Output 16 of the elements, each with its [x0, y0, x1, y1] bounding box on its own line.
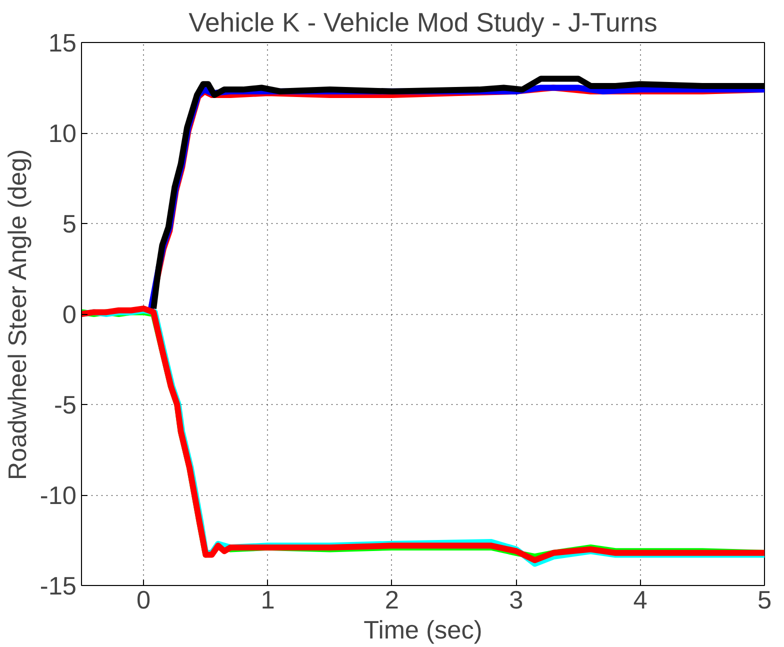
- x-tick-label: 3: [509, 586, 524, 614]
- x-tick-label: 2: [384, 586, 400, 614]
- x-axis-title: Time (sec): [364, 616, 482, 644]
- y-tick-label: 15: [48, 30, 77, 58]
- x-tick-label: 0: [136, 586, 151, 614]
- x-tick-label: 5: [757, 586, 772, 614]
- y-tick-label: -5: [54, 392, 77, 420]
- chart-title: Vehicle K - Vehicle Mod Study - J-Turns: [188, 8, 658, 38]
- y-tick-label: 10: [48, 120, 77, 148]
- y-tick-label: 5: [62, 210, 77, 238]
- y-tick-label: 0: [62, 301, 77, 329]
- y-axis-title: Roadwheel Steer Angle (deg): [4, 149, 32, 480]
- y-tick-label: -10: [40, 482, 76, 510]
- x-tick-label: 4: [633, 586, 648, 614]
- y-tick-label: -15: [40, 572, 76, 600]
- x-tick-label: 1: [260, 586, 275, 614]
